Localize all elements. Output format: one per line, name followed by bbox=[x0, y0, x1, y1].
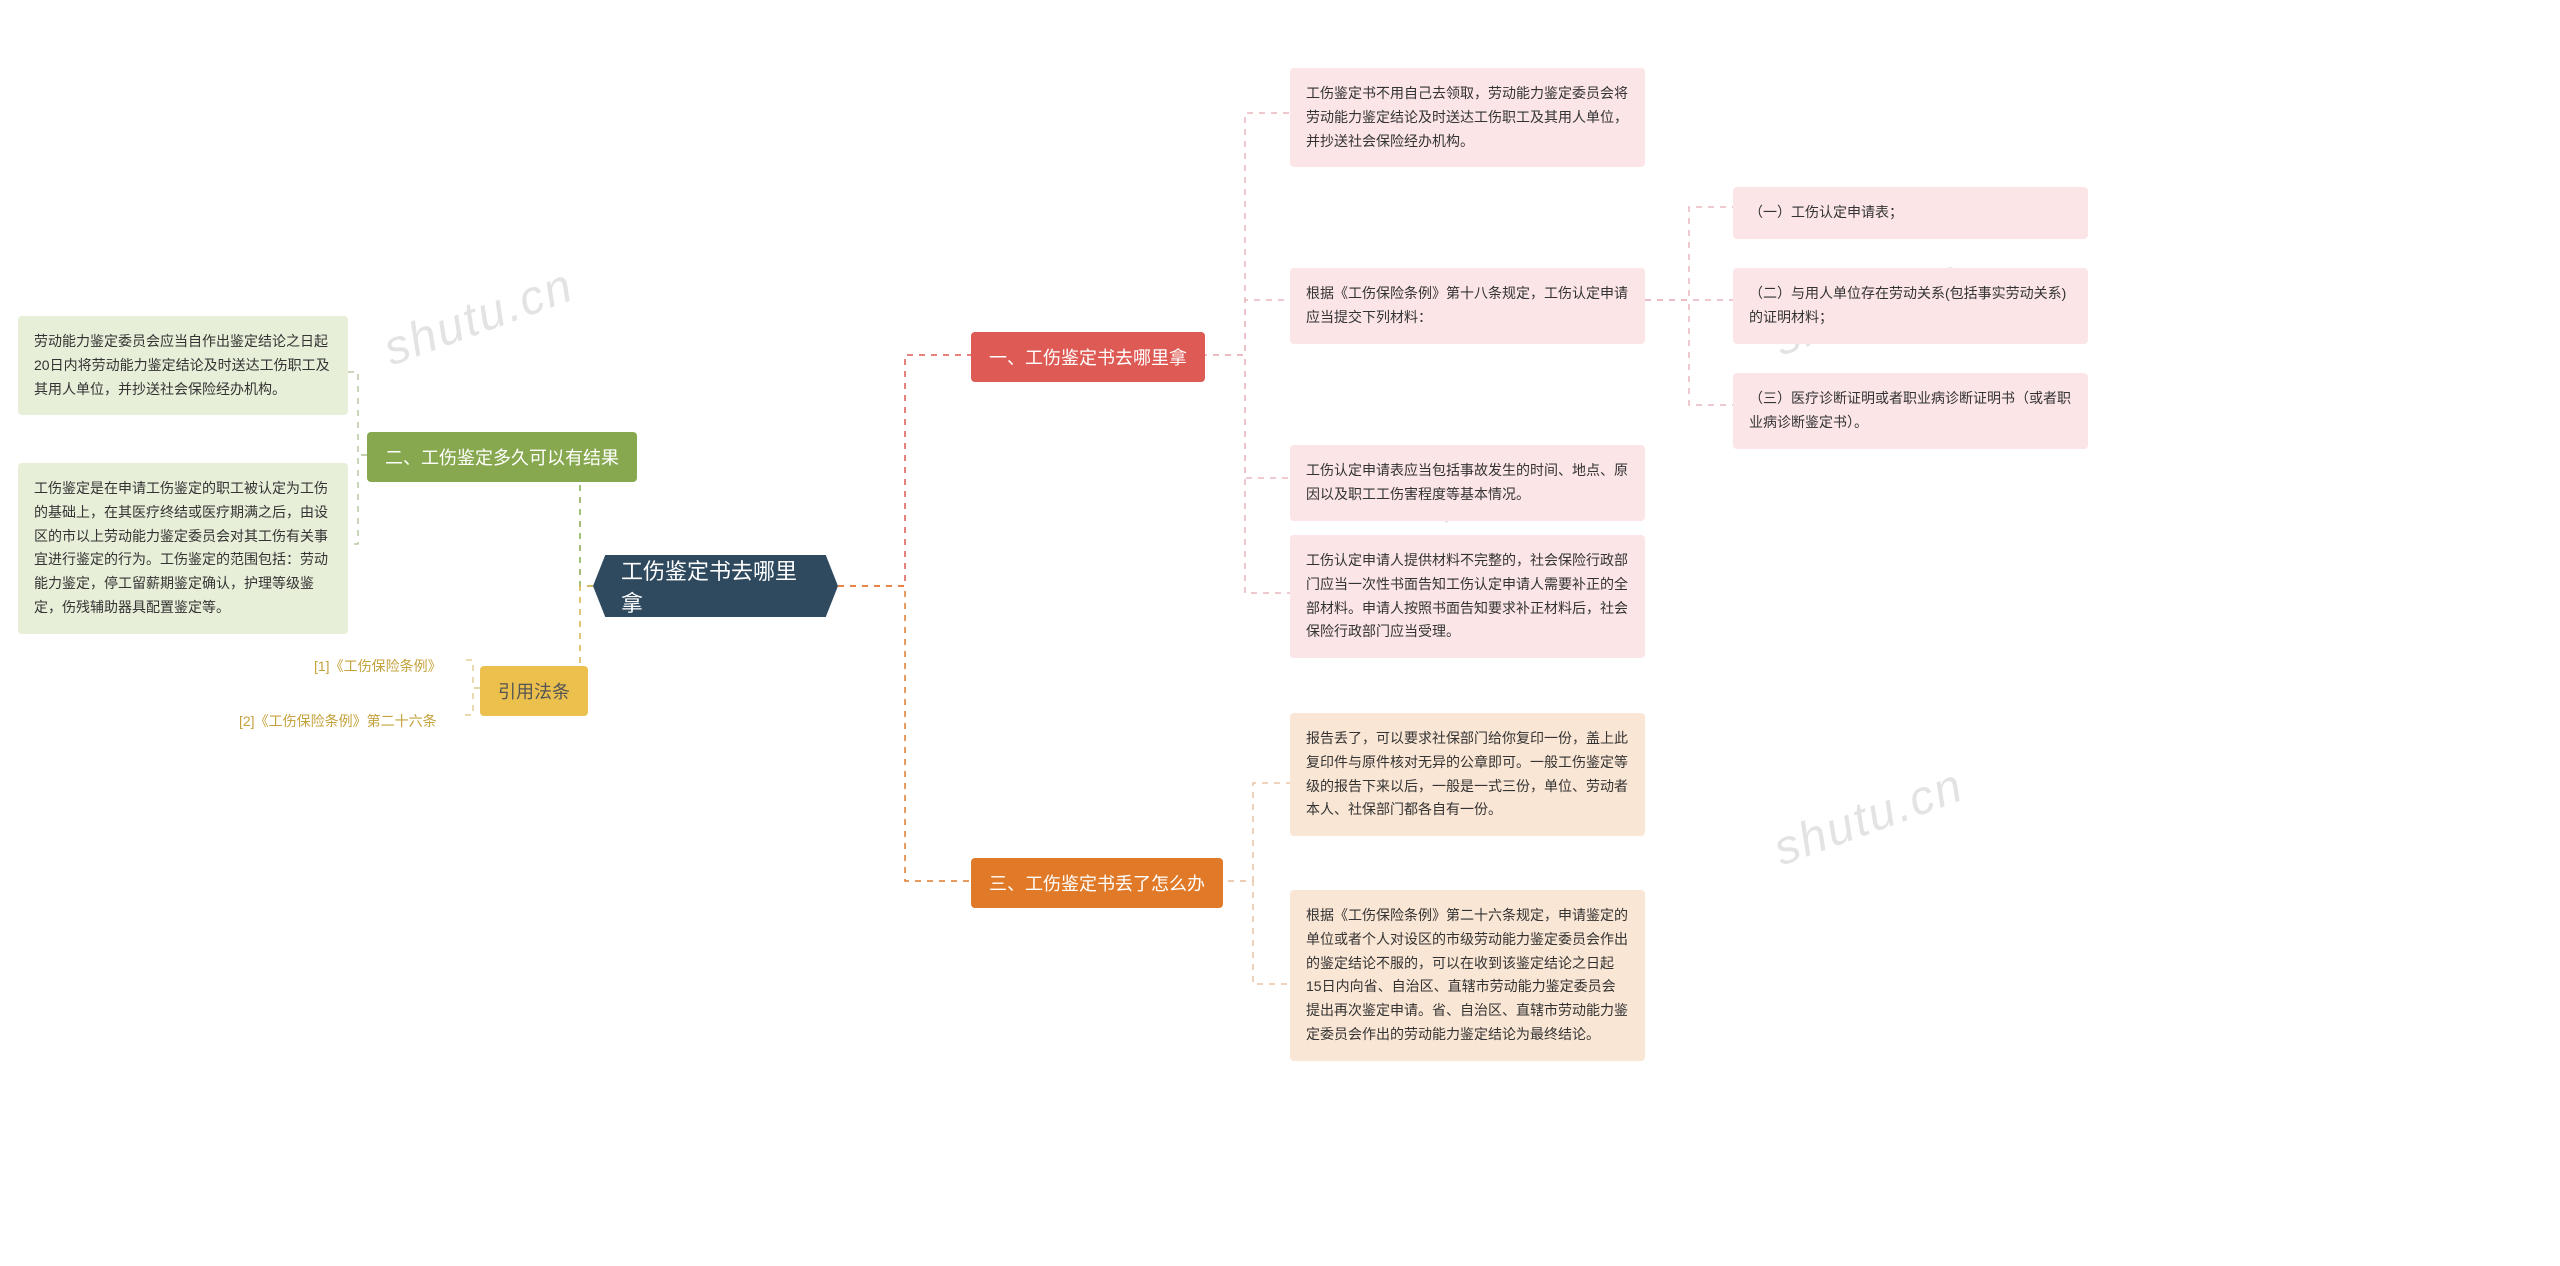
leaf-4b: [2]《工伤保险条例》第二十六条 bbox=[225, 700, 451, 742]
branch-1: 一、工伤鉴定书去哪里拿 bbox=[971, 332, 1205, 382]
leaf-1c: 工伤认定申请表应当包括事故发生的时间、地点、原因以及职工工伤害程度等基本情况。 bbox=[1290, 445, 1645, 521]
leaf-3a: 报告丢了，可以要求社保部门给你复印一份，盖上此复印件与原件核对无异的公章即可。一… bbox=[1290, 713, 1645, 836]
leaf-1b: 根据《工伤保险条例》第十八条规定，工伤认定申请应当提交下列材料： bbox=[1290, 268, 1645, 344]
leaf-1b1: （一）工伤认定申请表； bbox=[1733, 187, 2088, 239]
leaf-4a: [1]《工伤保险条例》 bbox=[300, 645, 456, 687]
leaf-3b: 根据《工伤保险条例》第二十六条规定，申请鉴定的单位或者个人对设区的市级劳动能力鉴… bbox=[1290, 890, 1645, 1061]
leaf-1b3: （三）医疗诊断证明或者职业病诊断证明书（或者职业病诊断鉴定书）。 bbox=[1733, 373, 2088, 449]
branch-2: 二、工伤鉴定多久可以有结果 bbox=[367, 432, 637, 482]
branch-3: 三、工伤鉴定书丢了怎么办 bbox=[971, 858, 1223, 908]
leaf-1d: 工伤认定申请人提供材料不完整的，社会保险行政部门应当一次性书面告知工伤认定申请人… bbox=[1290, 535, 1645, 658]
center-node: 工伤鉴定书去哪里拿 bbox=[593, 555, 838, 617]
leaf-1b2: （二）与用人单位存在劳动关系(包括事实劳动关系)的证明材料； bbox=[1733, 268, 2088, 344]
leaf-2b: 工伤鉴定是在申请工伤鉴定的职工被认定为工伤的基础上，在其医疗终结或医疗期满之后，… bbox=[18, 463, 348, 634]
leaf-2a: 劳动能力鉴定委员会应当自作出鉴定结论之日起20日内将劳动能力鉴定结论及时送达工伤… bbox=[18, 316, 348, 415]
connector-lines bbox=[0, 0, 2560, 1266]
watermark-4: shutu.cn bbox=[1767, 758, 1971, 877]
watermark-1: shutu.cn bbox=[377, 258, 581, 377]
branch-4: 引用法条 bbox=[480, 666, 588, 716]
leaf-1a: 工伤鉴定书不用自己去领取，劳动能力鉴定委员会将劳动能力鉴定结论及时送达工伤职工及… bbox=[1290, 68, 1645, 167]
